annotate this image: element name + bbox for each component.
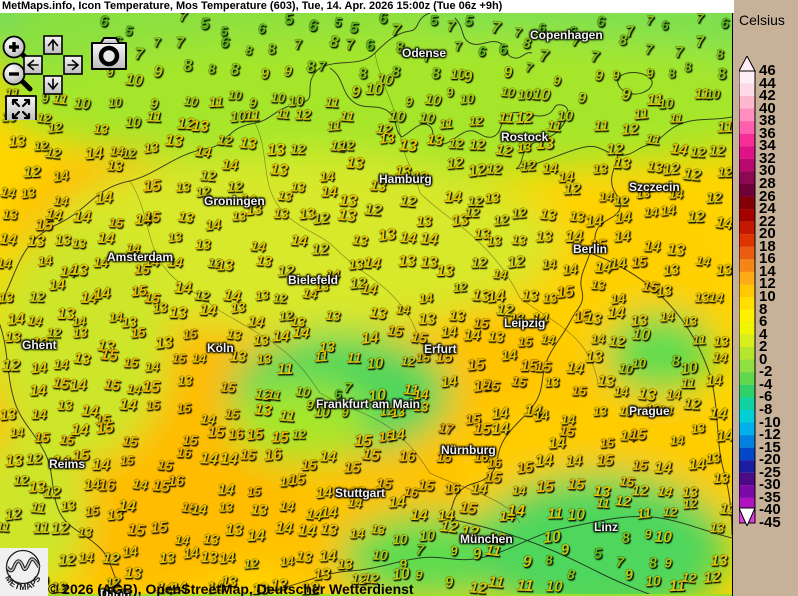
svg-text:METMAPS: METMAPS bbox=[3, 574, 43, 593]
